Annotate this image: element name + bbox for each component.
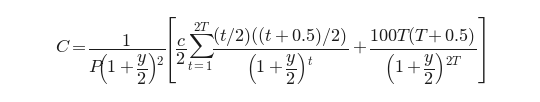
- Text: $C = \dfrac{1}{P\!\left(1+\dfrac{y}{2}\right)^{\!2}}\!\left[\dfrac{c}{2}\sum_{t=: $C = \dfrac{1}{P\!\left(1+\dfrac{y}{2}\r…: [55, 16, 485, 86]
